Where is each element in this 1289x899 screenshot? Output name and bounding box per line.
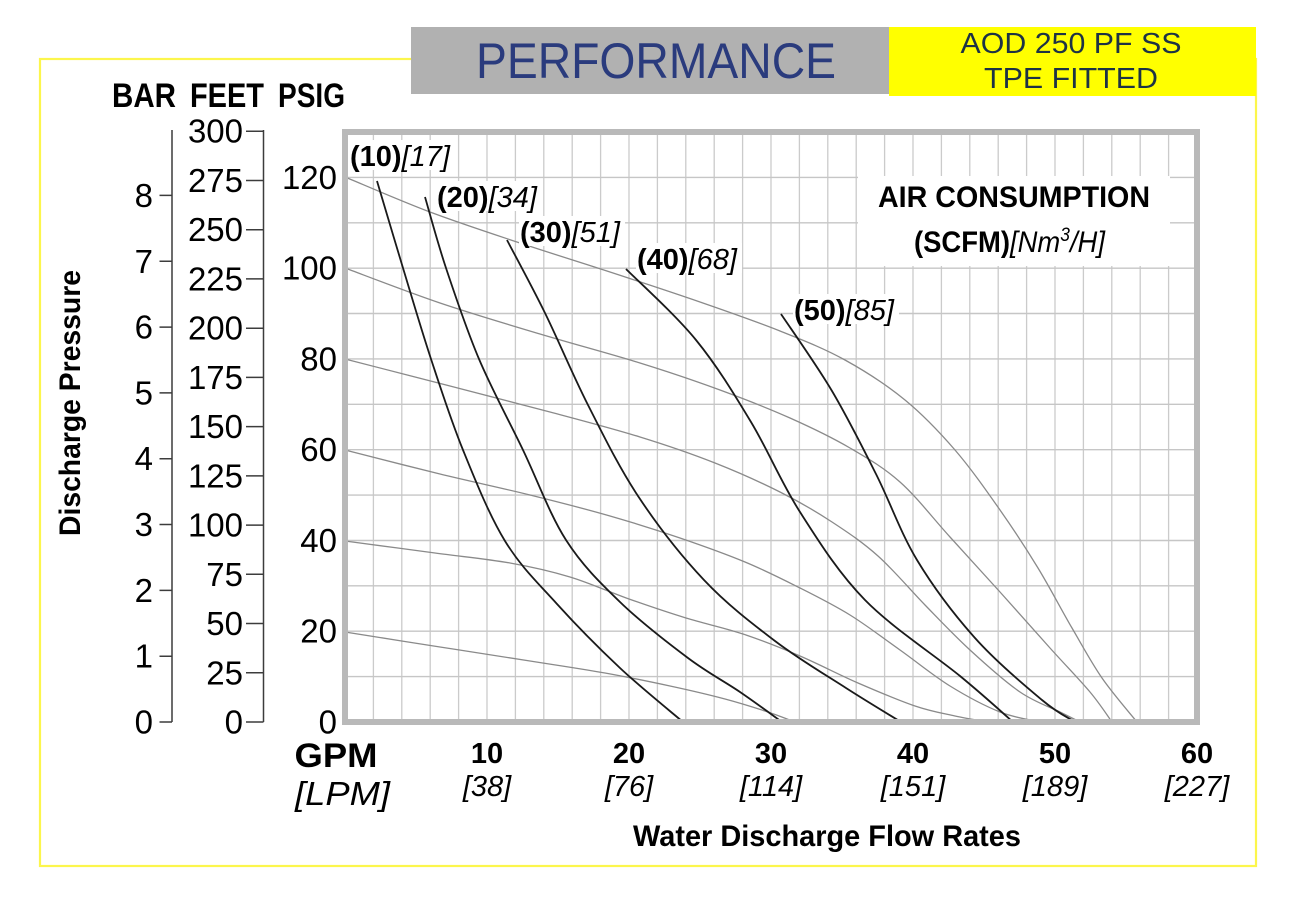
- svg-text:3: 3: [135, 506, 153, 543]
- svg-text:300: 300: [188, 113, 243, 150]
- svg-text:175: 175: [188, 359, 243, 396]
- svg-text:50: 50: [1039, 738, 1071, 770]
- svg-text:1: 1: [135, 638, 153, 675]
- svg-text:[76]: [76]: [604, 771, 654, 803]
- svg-text:20: 20: [300, 613, 337, 650]
- svg-text:PERFORMANCE: PERFORMANCE: [476, 33, 836, 89]
- svg-text:(40)[68]: (40)[68]: [637, 244, 738, 276]
- svg-text:125: 125: [188, 457, 243, 494]
- svg-text:7: 7: [135, 243, 153, 280]
- svg-text:80: 80: [300, 340, 337, 377]
- svg-text:275: 275: [188, 162, 243, 199]
- svg-text:Water Discharge Flow Rates: Water Discharge Flow Rates: [633, 820, 1021, 853]
- svg-text:75: 75: [206, 556, 243, 593]
- svg-text:(20)[34]: (20)[34]: [437, 182, 538, 214]
- svg-text:25: 25: [206, 654, 243, 691]
- svg-text:PSIG: PSIG: [278, 77, 345, 115]
- svg-text:[114]: [114]: [739, 771, 803, 803]
- svg-text:8: 8: [135, 177, 153, 214]
- svg-text:4: 4: [135, 440, 153, 477]
- svg-text:225: 225: [188, 260, 243, 297]
- svg-text:GPM: GPM: [295, 737, 378, 775]
- svg-text:10: 10: [471, 738, 503, 770]
- svg-text:(10)[17]: (10)[17]: [350, 141, 451, 173]
- svg-text:[LPM]: [LPM]: [294, 775, 391, 812]
- svg-text:5: 5: [135, 374, 153, 411]
- svg-text:20: 20: [613, 738, 645, 770]
- svg-text:FEET: FEET: [190, 77, 264, 115]
- svg-text:0: 0: [135, 704, 153, 741]
- svg-text:150: 150: [188, 408, 243, 445]
- svg-text:0: 0: [319, 704, 337, 741]
- svg-text:(50)[85]: (50)[85]: [794, 295, 895, 327]
- svg-text:200: 200: [188, 310, 243, 347]
- svg-text:60: 60: [300, 431, 337, 468]
- svg-text:(30)[51]: (30)[51]: [520, 217, 621, 249]
- svg-text:40: 40: [300, 522, 337, 559]
- svg-text:(SCFM)[Nm3/H]: (SCFM)[Nm3/H]: [914, 225, 1106, 259]
- svg-text:AOD 250 PF SS: AOD 250 PF SS: [961, 28, 1182, 60]
- svg-text:6: 6: [135, 309, 153, 346]
- svg-text:[227]: [227]: [1164, 771, 1230, 803]
- svg-text:120: 120: [282, 159, 337, 196]
- svg-text:250: 250: [188, 211, 243, 248]
- svg-text:0: 0: [225, 704, 243, 741]
- svg-text:40: 40: [897, 738, 929, 770]
- svg-text:[151]: [151]: [880, 771, 946, 803]
- svg-text:100: 100: [282, 250, 337, 287]
- svg-text:TPE FITTED: TPE FITTED: [984, 63, 1158, 95]
- svg-text:BAR: BAR: [112, 77, 176, 115]
- svg-text:2: 2: [135, 572, 153, 609]
- svg-text:50: 50: [206, 605, 243, 642]
- svg-text:Discharge Pressure: Discharge Pressure: [54, 270, 87, 536]
- svg-text:100: 100: [188, 507, 243, 544]
- svg-text:60: 60: [1181, 738, 1213, 770]
- svg-text:[189]: [189]: [1022, 771, 1088, 803]
- svg-text:30: 30: [755, 738, 787, 770]
- svg-text:[38]: [38]: [462, 771, 512, 803]
- svg-text:AIR CONSUMPTION: AIR CONSUMPTION: [878, 181, 1150, 214]
